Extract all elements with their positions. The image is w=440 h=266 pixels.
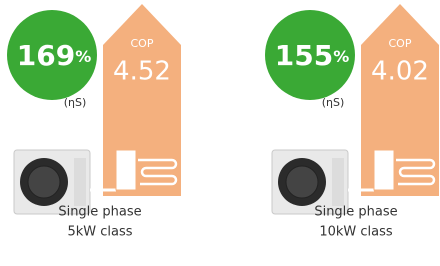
page: {"items": [ {"efficiency_value": "169", …: [0, 0, 440, 266]
efficiency-label: (ηS): [64, 96, 87, 109]
cop-label: COP: [389, 37, 412, 50]
cop-value: 4.02: [371, 57, 429, 87]
efficiency-unit: %: [333, 47, 349, 66]
capacity: 5kW class: [67, 225, 132, 240]
efficiency-unit: %: [75, 47, 91, 66]
capacity: 10kW class: [319, 225, 393, 240]
infographic: 169% (ηS) COP 4.52 Single phase 5kW clas…: [0, 0, 440, 266]
cop-label: COP: [131, 37, 154, 50]
efficiency-label: (ηS): [322, 96, 345, 109]
efficiency-value: 155: [275, 39, 333, 72]
phase: Single phase: [58, 205, 141, 220]
phase: Single phase: [314, 205, 397, 220]
cop-value: 4.52: [113, 57, 171, 87]
efficiency-value: 169: [17, 39, 75, 72]
